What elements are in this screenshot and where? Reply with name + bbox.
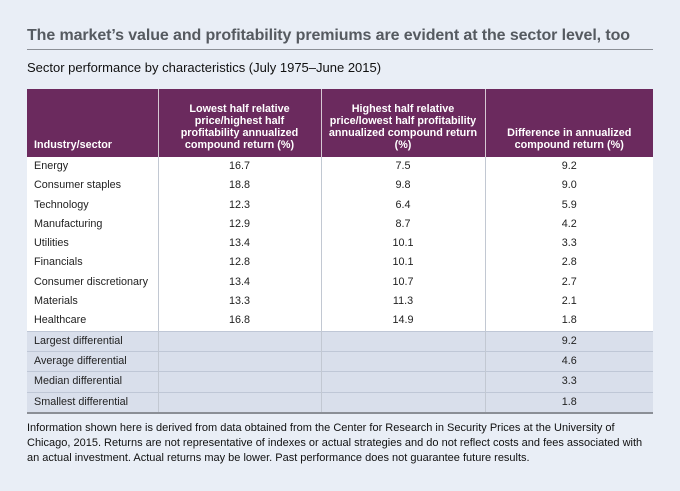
- sector-cell: Technology: [27, 195, 159, 215]
- summary-row: Largest differential 9.2: [27, 330, 653, 352]
- value-cell: 12.3: [158, 195, 322, 215]
- value-cell: 1.8: [485, 391, 653, 414]
- sector-cell: Utilities: [27, 234, 159, 254]
- value-cell: 16.7: [158, 157, 322, 177]
- value-cell: 9.2: [485, 330, 653, 352]
- value-cell: [158, 371, 322, 393]
- sector-cell: Energy: [27, 157, 159, 177]
- title-divider: [27, 49, 653, 50]
- value-cell: [158, 330, 322, 352]
- value-cell: 16.8: [158, 311, 322, 332]
- table-row: Materials 13.3 11.3 2.1: [27, 292, 653, 312]
- value-cell: [321, 391, 486, 414]
- value-cell: 5.9: [485, 195, 653, 215]
- sector-cell: Median differential: [27, 371, 159, 393]
- value-cell: 18.8: [158, 176, 322, 196]
- table-row: Financials 12.8 10.1 2.8: [27, 253, 653, 273]
- value-cell: 12.9: [158, 214, 322, 235]
- sector-cell: Largest differential: [27, 330, 159, 352]
- value-cell: 12.8: [158, 253, 322, 273]
- sector-cell: Average differential: [27, 350, 159, 372]
- value-cell: 9.8: [321, 176, 486, 196]
- value-cell: 10.1: [321, 253, 486, 273]
- value-cell: 11.3: [321, 292, 486, 312]
- column-header-low-price-high-profit: Lowest half relative price/highest half …: [158, 89, 322, 157]
- value-cell: [158, 391, 322, 414]
- value-cell: [321, 350, 486, 372]
- footnote: Information shown here is derived from d…: [27, 422, 643, 464]
- table-row: Technology 12.3 6.4 5.9: [27, 195, 653, 215]
- value-cell: 1.8: [485, 311, 653, 332]
- summary-row: Smallest differential 1.8: [27, 391, 653, 414]
- value-cell: 2.7: [485, 272, 653, 293]
- value-cell: 4.6: [485, 350, 653, 372]
- column-header-difference: Difference in annualized compound return…: [485, 89, 653, 157]
- value-cell: 13.4: [158, 272, 322, 293]
- sector-cell: Consumer discretionary: [27, 272, 159, 293]
- sector-cell: Consumer staples: [27, 176, 159, 196]
- table-row: Consumer discretionary 13.4 10.7 2.7: [27, 272, 653, 293]
- value-cell: 13.4: [158, 234, 322, 254]
- value-cell: 10.7: [321, 272, 486, 293]
- value-cell: 9.0: [485, 176, 653, 196]
- value-cell: 6.4: [321, 195, 486, 215]
- page-title: The market’s value and profitability pre…: [27, 27, 630, 44]
- sector-performance-table: Industry/sector Lowest half relative pri…: [27, 89, 653, 414]
- table-row: Manufacturing 12.9 8.7 4.2: [27, 214, 653, 235]
- table-header-row: Industry/sector Lowest half relative pri…: [27, 89, 653, 157]
- value-cell: 8.7: [321, 214, 486, 235]
- table-row: Consumer staples 18.8 9.8 9.0: [27, 176, 653, 196]
- value-cell: 13.3: [158, 292, 322, 312]
- sector-cell: Materials: [27, 292, 159, 312]
- summary-row: Average differential 4.6: [27, 350, 653, 372]
- table-row: Energy 16.7 7.5 9.2: [27, 157, 653, 177]
- sector-cell: Financials: [27, 253, 159, 273]
- column-header-high-price-low-profit: Highest half relative price/lowest half …: [321, 89, 486, 157]
- table-row: Utilities 13.4 10.1 3.3: [27, 234, 653, 254]
- value-cell: [321, 330, 486, 352]
- value-cell: 7.5: [321, 157, 486, 177]
- table-row: Healthcare 16.8 14.9 1.8: [27, 311, 653, 332]
- value-cell: 14.9: [321, 311, 486, 332]
- value-cell: 2.1: [485, 292, 653, 312]
- value-cell: 3.3: [485, 234, 653, 254]
- table-subtitle: Sector performance by characteristics (J…: [27, 60, 382, 75]
- sector-cell: Manufacturing: [27, 214, 159, 235]
- value-cell: [158, 350, 322, 372]
- sector-cell: Healthcare: [27, 311, 159, 332]
- sector-cell: Smallest differential: [27, 391, 159, 414]
- value-cell: 4.2: [485, 214, 653, 235]
- value-cell: [321, 371, 486, 393]
- value-cell: 2.8: [485, 253, 653, 273]
- summary-row: Median differential 3.3: [27, 371, 653, 393]
- value-cell: 9.2: [485, 157, 653, 177]
- column-header-sector: Industry/sector: [27, 89, 159, 157]
- value-cell: 3.3: [485, 371, 653, 393]
- value-cell: 10.1: [321, 234, 486, 254]
